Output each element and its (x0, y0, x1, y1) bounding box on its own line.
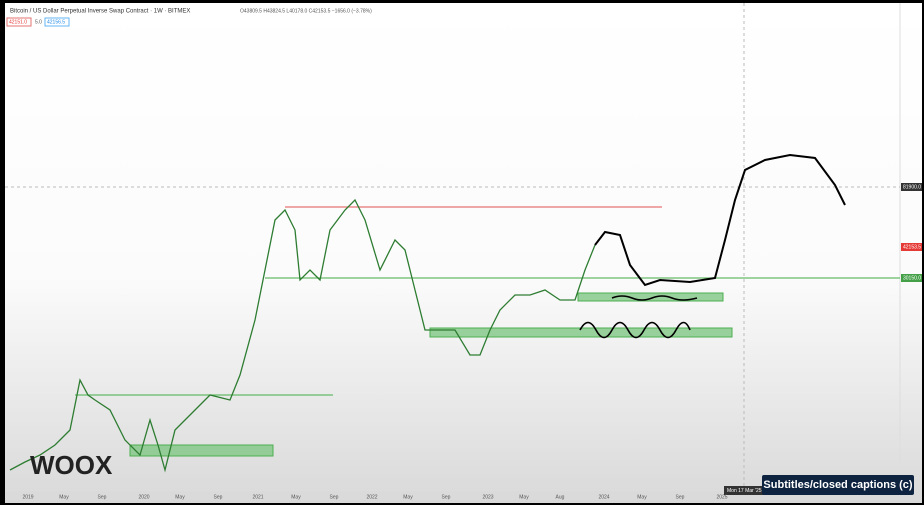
logo: WOOX (30, 450, 113, 480)
caption-text: Subtitles/closed captions (c) (763, 479, 912, 491)
time-label: 2021 (252, 494, 263, 500)
demand-zone (577, 292, 724, 302)
crosshair-price: 81900.0 (903, 184, 921, 190)
hand-drawn-squiggle (579, 321, 691, 339)
time-label: May (519, 494, 529, 500)
hand-drawn-projection (594, 153, 846, 287)
time-label: Sep (330, 494, 339, 500)
bid-box[interactable] (6, 17, 32, 27)
time-label: 2019 (22, 494, 33, 500)
ohlc-values: O43809.5 H43824.5 L40178.0 C42153.5 −165… (240, 8, 372, 14)
time-label: Sep (676, 494, 685, 500)
spread: 5.0 (35, 19, 42, 25)
time-label: May (637, 494, 647, 500)
bid-price: 42151.0 (9, 19, 27, 25)
time-label: May (291, 494, 301, 500)
ask-price: 42156.5 (47, 19, 65, 25)
time-label: May (59, 494, 69, 500)
time-label: 2022 (366, 494, 377, 500)
crosshair-date: Mon 17 Mar '25 (727, 488, 762, 494)
chart-background (5, 3, 922, 503)
time-label: Sep (214, 494, 223, 500)
time-label: 2023 (482, 494, 493, 500)
time-label: Sep (98, 494, 107, 500)
ask-box[interactable] (44, 17, 70, 27)
caption-tooltip (762, 475, 914, 495)
time-label: May (403, 494, 413, 500)
time-label: 2020 (138, 494, 149, 500)
time-label: 2024 (598, 494, 609, 500)
price-history (9, 198, 596, 473)
time-label: Aug (556, 494, 565, 500)
last-price: 42153.5 (903, 244, 921, 250)
last-price-box (901, 243, 922, 251)
demand-zone (129, 444, 274, 457)
symbol-title: Bitcoin / US Dollar Perpetual Inverse Sw… (10, 9, 190, 15)
crosshair-date-box (724, 486, 764, 495)
crosshair-price-box (901, 183, 922, 191)
time-label: 2025 (716, 494, 727, 500)
level-price: 30150.0 (903, 275, 921, 281)
time-label: Sep (442, 494, 451, 500)
level-price-box (901, 274, 922, 282)
hand-drawn-squiggle (611, 295, 698, 301)
time-label: May (175, 494, 185, 500)
